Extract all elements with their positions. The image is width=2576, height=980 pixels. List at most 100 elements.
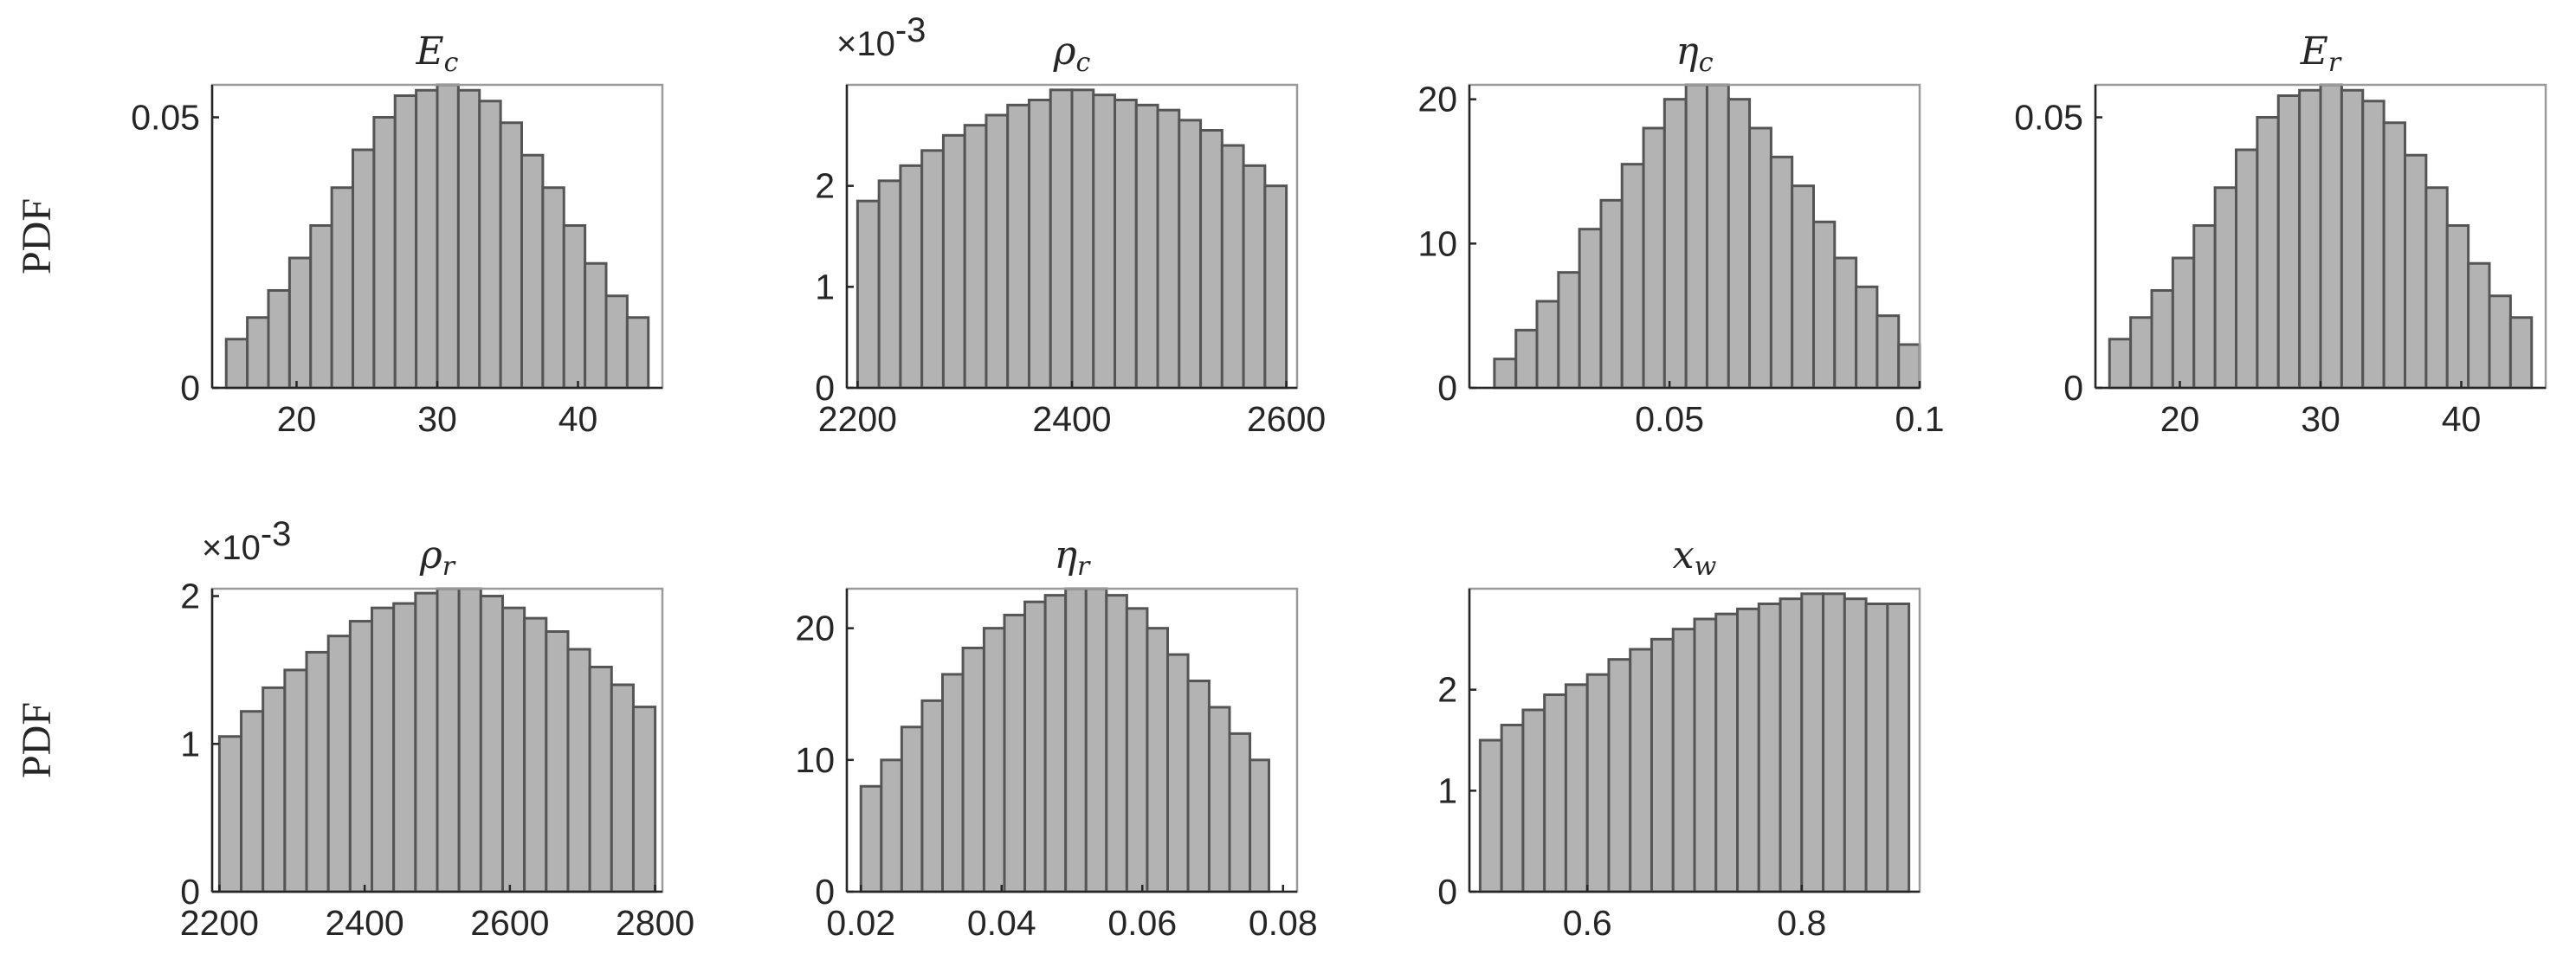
histogram-bar [2235,148,2259,390]
panel-7: 0.6 0.8 0 1 2 xw [1437,533,1921,943]
histogram-bar [305,650,330,893]
y-axis-exponent: ×10-3 [202,515,291,567]
histogram-bar [1263,184,1288,390]
x-tick-label: 0.8 [1777,903,1826,943]
x-tick-label: 0.6 [1563,903,1612,943]
histogram-bar [1714,612,1740,893]
x-tick-label: 20 [277,399,317,439]
histogram-bar [2424,186,2449,390]
title-subscript: r [2328,48,2342,78]
panel-title: xw [1673,533,1717,582]
x-tick-label: 40 [2442,399,2482,439]
title-symbol: E [416,29,444,74]
histogram-bar [1779,597,1804,893]
histogram-bar [1521,708,1546,893]
histogram-bar [1705,83,1730,390]
panel-title: ρr [419,533,456,582]
title-subscript: r [442,551,456,582]
title-subscript: c [1076,48,1091,78]
histogram-bar [2171,256,2196,390]
exponent-power: -3 [261,515,292,553]
histogram-bar [1064,587,1088,893]
histogram-bar [566,648,591,893]
histogram-bar [392,602,417,893]
panel-title: Er [2300,29,2342,78]
exponent-power: -3 [895,11,926,49]
histogram-bar [436,587,461,893]
histogram-bar [309,224,333,390]
exponent-base: ×10 [202,529,261,567]
histogram-bar [545,630,570,893]
x-tick-label: 2400 [1032,399,1111,439]
y-tick-label: 2 [180,577,200,616]
y-axis-label: PDF [14,702,60,778]
histogram-bar [941,673,965,893]
histogram-bar [1585,673,1611,893]
histogram-bar [941,133,966,390]
histogram-bar [1027,99,1052,390]
histogram-bar [372,116,397,390]
histogram-bar [963,124,988,390]
panel-title: Ec [416,29,459,78]
histogram-bar [899,164,924,390]
histogram-bar [1478,738,1503,893]
histogram-bar [1493,358,1518,390]
histogram-bar [1578,228,1603,390]
x-tick-label: 2800 [616,903,694,943]
histogram-bar [1043,594,1068,893]
histogram-bar [348,620,374,893]
histogram-bar [541,186,565,390]
histogram-bar [478,100,502,390]
histogram-bar [1736,607,1760,893]
histogram-bar [2508,316,2534,390]
histogram-bar [1642,126,1666,390]
histogram-bar [1500,724,1525,893]
title-subscript: w [1695,551,1717,582]
histogram-bar [2213,186,2237,390]
histogram-bar [1003,613,1027,893]
histogram-bar [1146,627,1169,893]
histogram-bar [479,595,504,893]
histogram-bar [1693,617,1718,893]
histogram-bar [499,121,523,390]
histogram-bar [415,88,439,390]
histogram-bar [2298,88,2322,390]
histogram-bar [287,256,313,390]
x-tick-label: 2200 [180,903,259,943]
histogram-bar [1105,594,1128,893]
panel-title: ηr [1055,533,1091,582]
histogram-bar [523,616,548,893]
histogram-bar [920,699,944,893]
histogram-bar [562,224,587,390]
y-tick-label: 0.05 [131,98,200,138]
y-tick-label: 1 [180,724,200,764]
histogram-bar [1800,592,1825,893]
histogram-bar [1134,103,1159,390]
histogram-bar [1166,653,1190,893]
x-tick-label: 20 [2160,399,2200,439]
y-tick-label: 2 [1437,670,1457,710]
histogram-bar [1769,155,1794,390]
histogram-bar [261,686,287,893]
histogram-bar [283,668,308,893]
histogram-bar [855,199,881,390]
histogram-bar [2382,121,2406,390]
histogram-bar [457,587,482,893]
histogram-bar [330,186,354,390]
histogram-bar [371,606,396,893]
x-tick-label: 2600 [470,903,549,943]
title-symbol: ρ [419,533,442,577]
x-tick-label: 40 [558,399,598,439]
histogram-bar [961,646,985,893]
x-tick-label: 30 [2301,399,2340,439]
panel-1: 20 30 40 0 0.05 Ec PDF [14,29,664,439]
y-tick-label: 0 [1437,872,1457,912]
y-tick-label: 20 [1417,80,1457,119]
histogram-bar [500,606,526,893]
y-tick-label: 0.05 [2014,98,2083,138]
histogram-bar [326,635,352,893]
histogram-bar [1228,732,1252,893]
histogram-bar [456,88,481,390]
y-tick-label: 20 [795,609,835,648]
histogram-bar [1023,600,1047,893]
